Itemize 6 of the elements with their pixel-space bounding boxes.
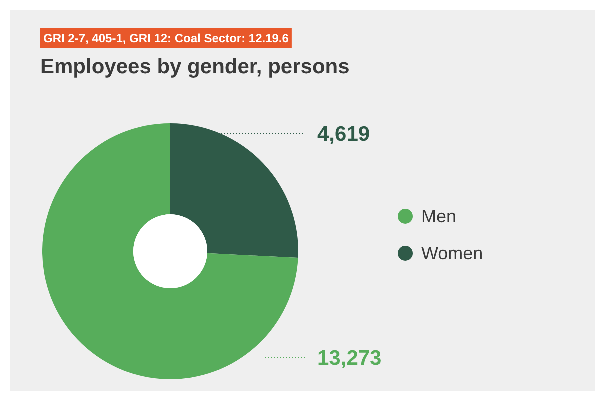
legend-label: Men xyxy=(422,206,457,226)
chart-subtitle: GRI 2-7, 405-1, GRI 12: Coal Sector: 12.19.6 xyxy=(44,32,290,46)
data-label: 13,273 xyxy=(318,347,382,370)
legend-label: Women xyxy=(422,244,484,264)
chart-title: Employees by gender, persons xyxy=(40,56,350,78)
data-label: 4,619 xyxy=(318,123,370,146)
